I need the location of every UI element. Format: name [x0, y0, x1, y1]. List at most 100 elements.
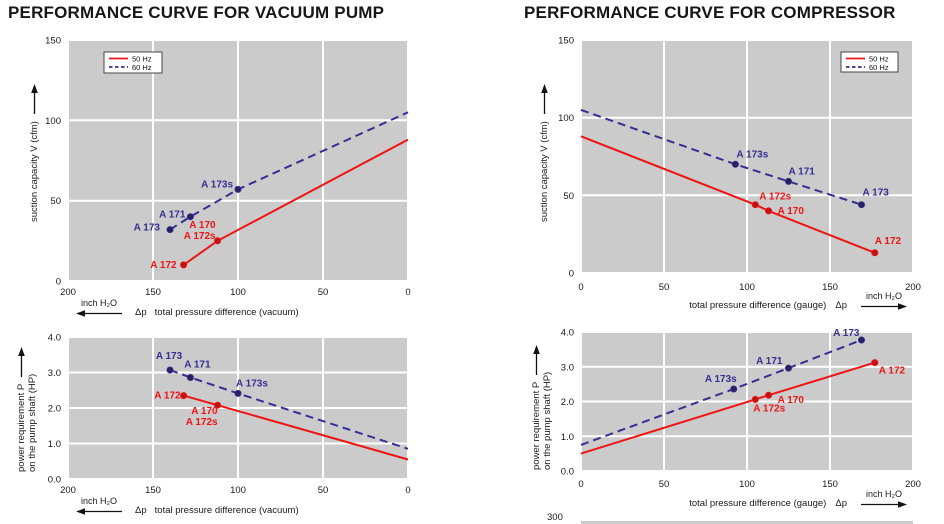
y-tick-label: 150: [558, 36, 574, 47]
x-axis-unit-block: inch H₂O: [861, 292, 907, 311]
x-axis-unit-block: inch H₂O: [76, 497, 122, 516]
x-tick-label: 0: [405, 287, 410, 298]
data-point-A170: [765, 207, 773, 215]
x-axis-unit-text: inch H₂O: [865, 489, 902, 499]
x-tick-label: 50: [659, 282, 670, 292]
data-label-line: A 173: [156, 351, 183, 362]
data-label-line: A 171: [789, 166, 816, 177]
x-axis-label-text: total pressure difference (gauge): [689, 300, 827, 311]
x-tick-label: 150: [822, 282, 838, 292]
x-tick-label: 100: [739, 282, 755, 292]
x-tick-label: 200: [60, 485, 76, 496]
x-tick-label: 50: [318, 287, 329, 298]
y-axis-label-compressor-power: power requirement P on the pump shaft (H…: [531, 322, 553, 470]
delta-p-label: Δp: [135, 505, 147, 516]
data-label-A173: A 173: [833, 328, 860, 339]
data-label-A173s: A 173s: [201, 179, 233, 190]
y-axis-label-line: suction capacity V (cfm): [539, 32, 550, 222]
data-point-A170: [214, 237, 222, 245]
axis-arrow-up-icon: [541, 84, 548, 115]
y-tick-label: 50: [563, 191, 574, 202]
data-point-A173: [166, 226, 174, 234]
series-line-60hz: [169, 111, 409, 231]
data-point-A171: [186, 213, 194, 221]
data-point-A172s: [751, 395, 759, 403]
chart-compressor-suction-capacity: 0 50 100 150 200 0 50 100 150 A 172s A 170 A 172 A 1…: [558, 36, 921, 293]
data-label-line: A 171: [756, 356, 783, 367]
data-label-A172: A 172: [875, 236, 902, 247]
data-label-line: A 172s: [184, 231, 216, 242]
data-label-A173s: A 173s: [705, 374, 737, 385]
series-line-50hz: [580, 135, 876, 254]
y-tick-label: 0: [56, 277, 61, 288]
series-line-50hz: [580, 361, 876, 455]
y-axis-label-line: power requirement P: [16, 322, 27, 472]
y-tick-label: 4.0: [561, 328, 574, 339]
x-axis-label-text: total pressure difference (gauge): [689, 498, 827, 509]
y-tick-label: 2.0: [561, 397, 574, 408]
data-label-A170: A 170: [778, 395, 805, 406]
data-label-A170-A172s: A 170 A 172s: [186, 406, 218, 428]
y-tick-label: 100: [558, 113, 574, 124]
axis-arrow-up-icon: [18, 346, 25, 377]
y-tick-label: 150: [45, 36, 61, 47]
data-label-line: A 172s: [759, 192, 791, 203]
y-tick-label: 3.0: [561, 362, 574, 373]
delta-p-label: Δp: [835, 300, 847, 311]
y-axis-label-vacuum-power: power requirement P on the pump shaft (H…: [16, 322, 38, 472]
y-axis-label-compressor-capacity: suction capacity V (cfm): [539, 32, 550, 222]
x-tick-label: 200: [905, 479, 921, 490]
data-label-line: A 170: [778, 395, 805, 406]
data-label-A173: A 173: [156, 351, 183, 362]
series-line-60hz: [580, 339, 862, 446]
data-label-A173: A 173: [134, 223, 161, 234]
data-label-A172s: A 172s: [753, 403, 785, 414]
data-label-line: A 172: [875, 236, 902, 247]
data-point-A173: [857, 201, 865, 209]
data-label-line: A 173: [833, 328, 860, 339]
data-label-A173s: A 173s: [236, 378, 268, 389]
data-point-A173: [166, 366, 174, 374]
data-point-A171: [784, 177, 792, 185]
x-tick-label: 100: [739, 479, 755, 490]
x-tick-label: 200: [905, 282, 921, 292]
data-label-line: A 170: [189, 220, 216, 231]
y-tick-label: 50: [50, 196, 61, 207]
x-tick-label: 0: [405, 485, 410, 496]
data-point-A171: [784, 364, 792, 372]
axis-arrow-up-icon: [533, 344, 540, 375]
x-axis-label-vacuum-power: inch H₂O Δp total pressure difference (v…: [76, 497, 299, 516]
x-tick-label: 150: [145, 485, 161, 496]
data-point-A173s: [730, 385, 738, 393]
x-axis-unit-block: inch H₂O: [861, 490, 907, 509]
delta-p-label: Δp: [135, 307, 147, 318]
x-axis-label-text: total pressure difference (vacuum): [154, 505, 299, 516]
x-tick-label: 100: [230, 485, 246, 496]
series-line-60hz: [580, 108, 862, 206]
y-axis-label-line: suction capacity V (cfm): [29, 32, 40, 222]
data-label-line: A 172s: [753, 403, 785, 414]
data-point-A171: [186, 374, 194, 382]
data-label-line: A 172: [154, 391, 181, 402]
data-label-A173s: A 173s: [736, 149, 768, 160]
data-point-A173s: [234, 185, 242, 193]
data-label-A172: A 172: [154, 391, 181, 402]
y-tick-label: 0: [569, 269, 574, 280]
chart-title-vacuum-pump: PERFORMANCE CURVE FOR VACUUM PUMP: [8, 3, 385, 22]
x-tick-label: 200: [60, 287, 76, 298]
data-label-line: A 173s: [236, 378, 268, 389]
data-label-line: A 172: [150, 260, 177, 271]
data-point-A170: [765, 391, 773, 399]
data-point-A172: [871, 359, 879, 367]
legend-label: 50 Hz: [132, 54, 152, 63]
series-line-60hz: [169, 369, 409, 450]
y-tick-label: 4.0: [48, 333, 61, 344]
data-label-line: A 172: [879, 366, 906, 377]
cutoff-tick-label: 300: [547, 512, 563, 523]
data-label-line: A 173s: [705, 374, 737, 385]
x-axis-label-text: total pressure difference (vacuum): [154, 307, 299, 318]
data-label-line: A 172s: [186, 417, 218, 428]
